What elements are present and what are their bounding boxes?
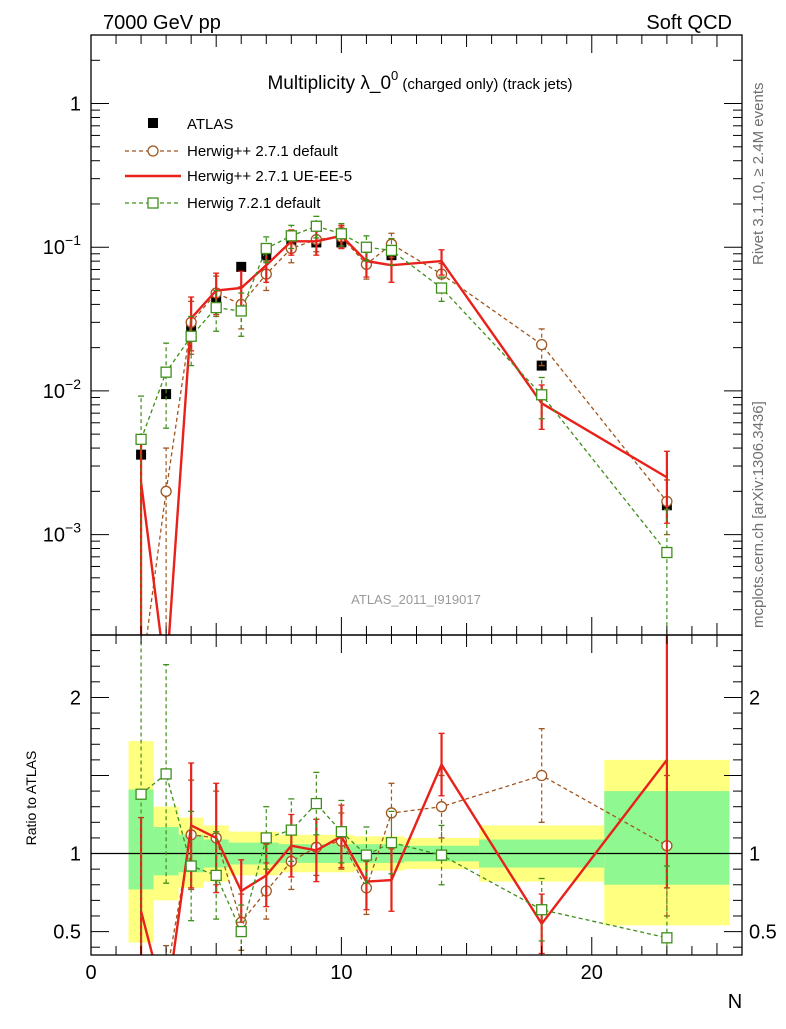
y-tick-label-base: 10: [43, 237, 65, 259]
herwig-7-2-1-default-ratio-point: [260, 832, 272, 844]
herwig-7-2-1-default-ratio-point: [536, 904, 548, 916]
x-axis-label: N: [728, 991, 742, 1013]
y-tick-label-base: 1: [70, 94, 81, 116]
herwig-7-2-1-default-point: [285, 230, 297, 242]
legend-marker-atlas: [148, 118, 158, 128]
ratio-data-layer: [135, 635, 673, 955]
herwig-2-7-1-default-point: [160, 485, 172, 497]
category-label: Soft QCD: [646, 12, 732, 34]
x-tick-label: 20: [581, 962, 603, 984]
legend-label-herwigpp-default: Herwig++ 2.7.1 default: [187, 143, 339, 160]
atlas-point: [161, 389, 172, 400]
main-panel: 110−110−210−3 ATLAS_2011_I919017 Multipl…: [43, 34, 743, 636]
chart-title-superscript: 0: [391, 68, 398, 83]
y-tick-label: 1: [70, 94, 81, 116]
herwig-2-7-1-default-ratio-point: [385, 807, 398, 819]
herwig-2-7-1-default-ratio-point: [536, 769, 548, 782]
herwig-7-2-1-default-point: [661, 546, 673, 559]
source-label: mcplots.cern.ch [arXiv:1306.3436]: [750, 401, 767, 628]
herwig-7-2-1-default-point: [536, 389, 548, 401]
herwig-7-2-1-default-ratio-point: [335, 826, 348, 838]
y-tick-label-exponent: −2: [65, 376, 81, 392]
y-tick-label: 10−2: [43, 376, 81, 403]
ratio-y-tick-label: 1: [70, 844, 81, 866]
atlas-point: [236, 261, 247, 272]
x-tick-label: 10: [330, 962, 352, 984]
legend-marker-herwig7-default: [147, 197, 159, 209]
herwig-2-7-1-default-ratio-point: [435, 801, 448, 813]
herwig-7-2-1-default-point: [360, 241, 373, 253]
x-tick-label: 0: [85, 962, 96, 984]
chart-title-tail: (charged only) (track jets): [398, 76, 572, 93]
herwig-7-2-1-default-point: [135, 433, 147, 446]
herwig-7-2-1-default-point: [435, 282, 448, 294]
y-tick-label-base: 10: [43, 381, 65, 403]
herwig-7-2-1-default-point: [235, 305, 247, 317]
legend: ATLAS Herwig++ 2.7.1 default Herwig++ 2.…: [125, 116, 352, 212]
ratio-y-tick-label-right: 0.5: [749, 922, 777, 944]
herwig-7-2-1-default-point: [185, 330, 197, 342]
energy-label: 7000 GeV pp: [103, 12, 221, 34]
herwig-7-2-1-default-point: [310, 220, 322, 232]
herwig-7-2-1-default-point: [385, 244, 398, 257]
y-tick-label-exponent: −1: [65, 232, 81, 248]
herwig-7-2-1-default-ratio-point: [285, 824, 297, 836]
herwig-7-2-1-default-ratio-point: [135, 788, 147, 800]
herwig-2-7-1-default-point: [536, 338, 548, 351]
herwig-7-2-1-default-ratio-point: [661, 932, 673, 944]
watermark: ATLAS_2011_I919017: [351, 592, 481, 607]
y-tick-label: 10−3: [43, 520, 81, 547]
chart-title: Multiplicity λ_00 (charged only) (track …: [267, 68, 572, 94]
herwig-2-7-1-default-line: [146, 236, 668, 635]
herwig-7-2-1-default-point: [260, 242, 272, 255]
y-tick-label-base: 10: [43, 525, 65, 547]
herwig-7-2-1-default-ratio-point: [210, 869, 222, 882]
herwig-2-7-1-ue-ee-5-line: [139, 234, 668, 635]
legend-marker-herwigpp-default: [147, 145, 159, 157]
chart-title-main: Multiplicity λ_0: [267, 73, 391, 94]
legend-label-herwigpp-ueee5: Herwig++ 2.7.1 UE-EE-5: [187, 168, 352, 185]
ratio-y-tick-label-right: 1: [749, 844, 760, 866]
ratio-axis-label: Ratio to ATLAS: [23, 751, 39, 846]
herwig-7-2-1-default-ratio-point: [360, 849, 373, 861]
herwig-7-2-1-default-ratio-point: [235, 925, 247, 938]
herwig-7-2-1-default-point: [335, 228, 348, 240]
herwig-7-2-1-default-point: [210, 301, 222, 314]
herwig-7-2-1-default-point: [160, 366, 172, 378]
rivet-version-label: Rivet 3.1.10, ≥ 2.4M events: [750, 83, 767, 266]
herwig-7-2-1-default-ratio-point: [160, 768, 172, 780]
herwig-2-7-1-ue-ee-5-ratio-line: [139, 759, 668, 955]
y-tick-label: 10−1: [43, 232, 81, 259]
herwig-7-2-1-default-ratio-point: [385, 836, 398, 849]
herwig-7-2-1-default-ratio-point: [185, 860, 197, 872]
herwig-7-2-1-default-ratio-point: [435, 849, 448, 861]
ratio-y-tick-label-right: 2: [749, 687, 760, 709]
herwig-7-2-1-default-ratio-line: [140, 772, 668, 939]
legend-label-atlas: ATLAS: [187, 116, 233, 133]
herwig-7-2-1-default-ratio-point: [310, 797, 322, 810]
ratio-panel: 0.5 0.51 12 20 10 20 Ratio to ATLAS N: [23, 634, 777, 1013]
herwig-2-7-1-default-ratio-line: [169, 774, 668, 955]
legend-label-herwig7-default: Herwig 7.2.1 default: [187, 195, 321, 212]
main-data-layer: [135, 215, 673, 635]
y-tick-label-exponent: −3: [65, 520, 81, 536]
ratio-y-tick-label: 2: [70, 687, 81, 709]
ratio-y-tick-label: 0.5: [53, 922, 81, 944]
